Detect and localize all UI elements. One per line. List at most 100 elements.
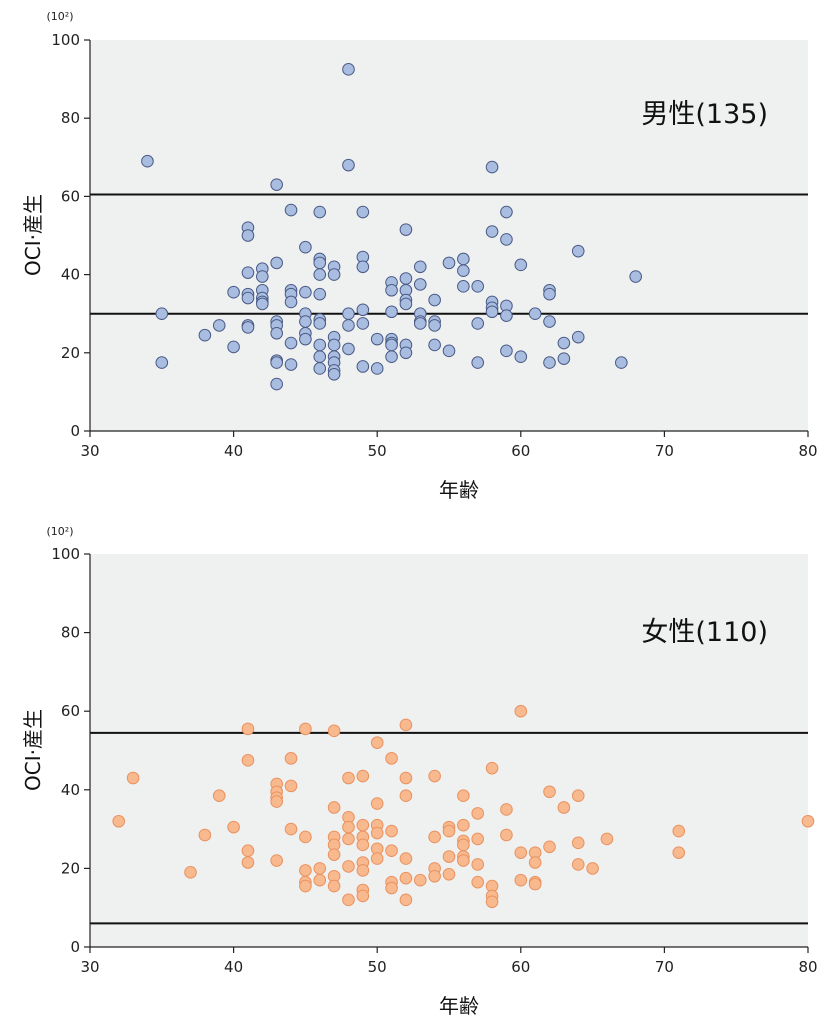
y-tick-label: 0: [70, 422, 80, 440]
plot-area: [90, 554, 808, 947]
data-point: [672, 824, 686, 838]
plot-area: [90, 40, 808, 431]
data-point: [528, 307, 542, 321]
data-point: [256, 270, 269, 283]
data-point: [428, 769, 441, 783]
data-point: [500, 803, 513, 816]
data-point: [500, 309, 513, 322]
data-point: [241, 844, 255, 858]
data-point: [514, 846, 528, 859]
data-point: [500, 233, 513, 246]
x-tick-label: 30: [80, 958, 99, 976]
data-point: [241, 754, 255, 767]
data-point: [313, 205, 327, 219]
data-point: [428, 830, 441, 844]
data-point: [514, 350, 528, 364]
y-tick-label: 80: [61, 109, 80, 127]
x-tick-label: 30: [80, 442, 99, 460]
data-point: [385, 844, 398, 858]
data-point: [428, 869, 441, 883]
data-point: [571, 836, 585, 850]
data-point: [313, 362, 327, 375]
data-point: [313, 873, 327, 887]
data-point: [399, 852, 413, 865]
data-point: [327, 848, 341, 861]
x-axis-title: 年齢: [439, 994, 479, 1018]
data-point: [342, 319, 355, 332]
data-point: [270, 854, 283, 867]
data-point: [356, 864, 370, 877]
data-point: [629, 270, 642, 283]
data-point: [557, 801, 571, 814]
data-point: [485, 305, 499, 319]
data-point: [442, 256, 456, 270]
data-point: [471, 317, 485, 330]
data-point: [141, 154, 154, 168]
data-point: [471, 858, 485, 871]
data-point: [600, 832, 614, 846]
data-point: [457, 264, 470, 277]
x-tick-label: 70: [655, 442, 674, 460]
x-tick-label: 60: [511, 442, 530, 460]
data-point: [327, 724, 341, 738]
data-point: [399, 297, 413, 311]
data-point: [399, 893, 413, 907]
data-point: [313, 350, 327, 364]
data-point: [299, 315, 312, 328]
data-point: [471, 280, 485, 293]
data-point: [198, 828, 212, 842]
data-point: [284, 295, 298, 309]
data-point: [299, 879, 312, 893]
data-point: [413, 873, 427, 887]
data-point: [615, 356, 628, 369]
data-point: [370, 736, 384, 749]
data-point: [327, 801, 341, 814]
data-point: [227, 820, 240, 834]
data-point: [284, 203, 298, 217]
data-point: [485, 895, 499, 909]
data-point: [370, 826, 384, 840]
data-point: [212, 319, 226, 332]
data-point: [342, 342, 355, 356]
y-tick-label: 80: [61, 624, 80, 642]
y-tick-label: 100: [51, 545, 80, 563]
data-point: [270, 377, 283, 391]
data-point: [571, 858, 585, 871]
data-point: [399, 871, 413, 885]
data-point: [557, 352, 571, 365]
data-point: [327, 879, 341, 893]
panel-2: 0 20 40 60 80 100 30 40 50 60 70 80 (10²) 女性(110) 年齢 OC…: [21, 525, 818, 1018]
y-unit-label: (10²): [47, 10, 74, 23]
data-point: [327, 338, 341, 352]
data-point: [313, 338, 327, 352]
data-point: [370, 362, 384, 375]
data-point: [313, 268, 327, 281]
data-point: [356, 360, 370, 373]
data-point: [356, 205, 370, 219]
data-point: [543, 287, 556, 301]
group-label: 女性(110): [641, 617, 768, 648]
data-point: [299, 332, 312, 346]
data-point: [442, 824, 456, 838]
y-tick-label: 40: [61, 781, 80, 799]
data-point: [126, 771, 140, 785]
data-point: [399, 223, 413, 236]
data-point: [342, 893, 355, 907]
data-point: [399, 789, 413, 802]
y-tick-label: 20: [61, 344, 80, 362]
x-tick-label: 40: [224, 442, 243, 460]
data-point: [471, 832, 485, 846]
y-axis-title: OCI·産生: [21, 194, 45, 276]
data-point: [299, 240, 312, 254]
data-point: [342, 771, 355, 785]
data-point: [241, 291, 255, 305]
data-point: [385, 824, 398, 838]
data-point: [313, 256, 327, 270]
data-point: [284, 822, 298, 836]
data-point: [442, 850, 456, 863]
data-point: [370, 797, 384, 810]
data-point: [356, 317, 370, 330]
data-point: [155, 356, 169, 369]
data-point: [385, 338, 398, 352]
